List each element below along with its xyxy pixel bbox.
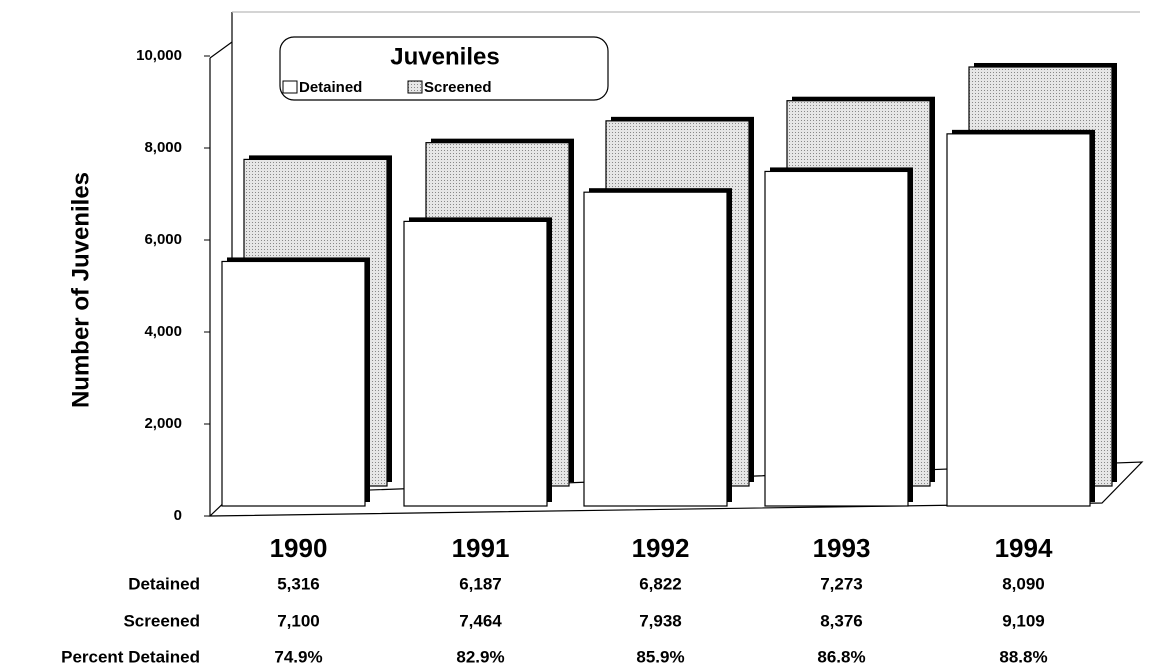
table-value: 8,376 xyxy=(820,611,863,630)
bar xyxy=(221,260,366,507)
legend: Juveniles xyxy=(279,36,609,101)
table-value: 5,316 xyxy=(277,574,320,593)
bar xyxy=(583,191,728,507)
row-label: Screened xyxy=(123,611,200,630)
x-tick-label: 1992 xyxy=(632,533,690,563)
x-tick-label: 1994 xyxy=(995,533,1053,563)
y-tick-label: 6,000 xyxy=(144,231,182,248)
table-value: 82.9% xyxy=(456,647,504,666)
legend-swatch xyxy=(282,80,298,94)
x-tick-label: 1991 xyxy=(452,533,510,563)
table-value: 7,100 xyxy=(277,611,320,630)
table-value: 88.8% xyxy=(999,647,1047,666)
row-label: Detained xyxy=(128,574,200,593)
row-label: Percent Detained xyxy=(61,647,200,666)
y-tick-label: 4,000 xyxy=(144,323,182,340)
y-tick-label: 8,000 xyxy=(144,139,182,156)
table-value: 85.9% xyxy=(636,647,684,666)
table-value: 6,187 xyxy=(459,574,502,593)
bar xyxy=(946,133,1091,507)
x-tick-label: 1993 xyxy=(813,533,871,563)
x-tick-label: 1990 xyxy=(270,533,328,563)
table-value: 8,090 xyxy=(1002,574,1045,593)
table-value: 7,464 xyxy=(459,611,502,630)
legend-label: Detained xyxy=(299,79,362,96)
table-value: 86.8% xyxy=(817,647,865,666)
y-tick-label: 2,000 xyxy=(144,415,182,432)
table-value: 7,273 xyxy=(820,574,863,593)
table-value: 74.9% xyxy=(274,647,322,666)
legend-swatch xyxy=(407,80,423,94)
y-tick-label: 0 xyxy=(174,507,182,524)
table-value: 9,109 xyxy=(1002,611,1045,630)
table-value: 7,938 xyxy=(639,611,682,630)
bar xyxy=(764,170,909,507)
legend-title: Juveniles xyxy=(390,43,499,70)
legend-label: Screened xyxy=(424,79,492,96)
bar xyxy=(403,220,548,507)
y-axis-label: Number of Juveniles xyxy=(67,172,94,408)
table-value: 6,822 xyxy=(639,574,682,593)
y-tick-label: 10,000 xyxy=(136,47,182,64)
